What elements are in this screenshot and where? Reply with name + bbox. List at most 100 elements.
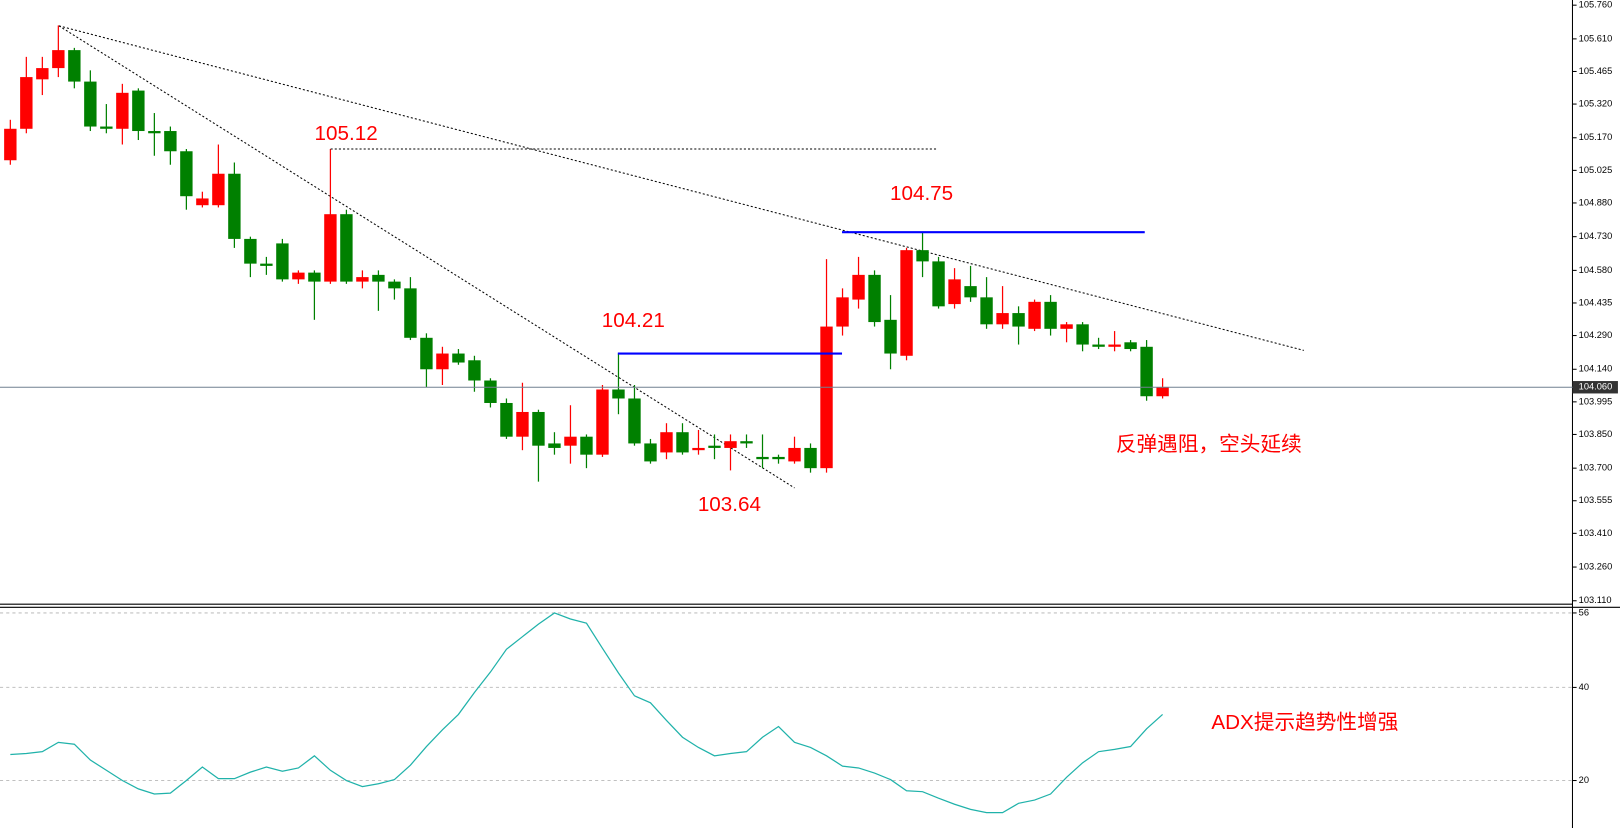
candle-body <box>948 279 961 305</box>
y-tick-label: 104.140 <box>1579 364 1613 374</box>
candle-body <box>516 411 529 437</box>
candle-body <box>484 380 497 403</box>
candle-body <box>692 447 705 451</box>
candle-body <box>660 432 673 453</box>
candle-body <box>644 443 657 462</box>
y-tick-label: 103.555 <box>1579 495 1613 505</box>
annotation: 反弹遇阻，空头延续 <box>1116 433 1302 456</box>
candle-body <box>676 432 689 453</box>
candle-body <box>580 436 593 455</box>
candle-body <box>916 250 929 262</box>
candle-body <box>1092 344 1105 347</box>
candle-body <box>1012 313 1025 327</box>
candle-body <box>84 81 97 127</box>
candle-body <box>500 402 513 437</box>
candle-body <box>932 261 945 307</box>
candle-body <box>980 297 993 325</box>
candle-body <box>292 272 305 280</box>
y-tick-label: 20 <box>1579 775 1589 785</box>
candle-body <box>4 128 17 161</box>
candle-body <box>116 92 129 129</box>
y-tick-label: 105.170 <box>1579 132 1613 142</box>
candle-body <box>148 131 161 134</box>
y-tick-label: 103.110 <box>1579 595 1612 605</box>
candle-body <box>1076 324 1089 345</box>
y-tick-label: 40 <box>1579 682 1589 692</box>
candle-body <box>228 173 241 239</box>
y-tick-label: 105.320 <box>1579 99 1613 109</box>
candle-body <box>244 238 257 264</box>
candle-body <box>532 411 545 446</box>
annotation: ADX提示趋势性增强 <box>1211 711 1398 734</box>
candle-body <box>324 214 337 282</box>
y-tick-label: 104.880 <box>1579 197 1613 207</box>
candle-body <box>308 272 321 282</box>
candle-body <box>276 243 289 280</box>
candle-body <box>804 447 817 469</box>
y-tick-label: 56 <box>1579 607 1589 617</box>
candle-body <box>196 198 209 206</box>
adx-line <box>10 612 1164 814</box>
y-tick-label: 103.850 <box>1579 429 1613 439</box>
y-tick-label: 105.610 <box>1579 33 1613 43</box>
candle-body <box>356 277 369 282</box>
y-tick-label: 103.995 <box>1579 396 1613 406</box>
candle-body <box>852 274 865 300</box>
y-tick-label: 105.760 <box>1579 0 1613 10</box>
candle-body <box>1124 342 1137 350</box>
trend-line <box>58 25 1304 351</box>
candle-body <box>1140 346 1153 397</box>
y-tick-label: 104.290 <box>1579 330 1613 340</box>
candle-body <box>1108 344 1121 347</box>
candle-body <box>884 319 897 354</box>
candle-body <box>1060 324 1073 329</box>
candle-body <box>548 443 561 448</box>
candle-body <box>788 447 801 462</box>
level-label: 104.75 <box>890 182 953 205</box>
candle-body <box>820 326 833 469</box>
y-tick-label: 103.700 <box>1579 463 1613 473</box>
candle-body <box>164 131 177 152</box>
candle-body <box>68 50 81 82</box>
candle-body <box>340 214 353 282</box>
level-label: 105.12 <box>315 122 378 145</box>
candle-body <box>836 297 849 327</box>
candle-body <box>724 441 737 448</box>
candle-body <box>996 313 1009 325</box>
y-tick-label: 103.260 <box>1579 562 1613 572</box>
candle-body <box>708 445 721 448</box>
candle-body <box>260 263 273 266</box>
y-tick-label: 104.435 <box>1579 297 1613 307</box>
candle-body <box>404 288 417 338</box>
candle-body <box>868 274 881 323</box>
candle-body <box>452 353 465 363</box>
candle-body <box>36 68 49 80</box>
candle-body <box>1044 301 1057 329</box>
candle-body <box>180 151 193 197</box>
candle-body <box>756 456 769 460</box>
last-price-box <box>1572 381 1618 394</box>
candle-body <box>900 250 913 356</box>
candle-body <box>420 337 433 370</box>
candle-body <box>372 274 385 282</box>
candle-body <box>1156 387 1169 397</box>
level-label: 104.21 <box>602 309 665 332</box>
candle-body <box>132 90 145 132</box>
candle-body <box>612 389 625 399</box>
candle-body <box>628 398 641 444</box>
candle-body <box>772 456 785 460</box>
y-tick-label: 105.465 <box>1579 66 1613 76</box>
y-tick-label: 105.025 <box>1579 165 1613 175</box>
candle-body <box>52 50 65 69</box>
y-tick-label: 104.580 <box>1579 265 1613 275</box>
candle-body <box>740 441 753 444</box>
candle-body <box>212 173 225 206</box>
candle-body <box>388 281 401 289</box>
y-tick-label: 103.410 <box>1579 528 1613 538</box>
last-price-label: 104.060 <box>1579 382 1613 392</box>
trend-line <box>58 25 795 489</box>
annotation: 103.64 <box>698 493 761 516</box>
candle-body <box>100 126 113 129</box>
